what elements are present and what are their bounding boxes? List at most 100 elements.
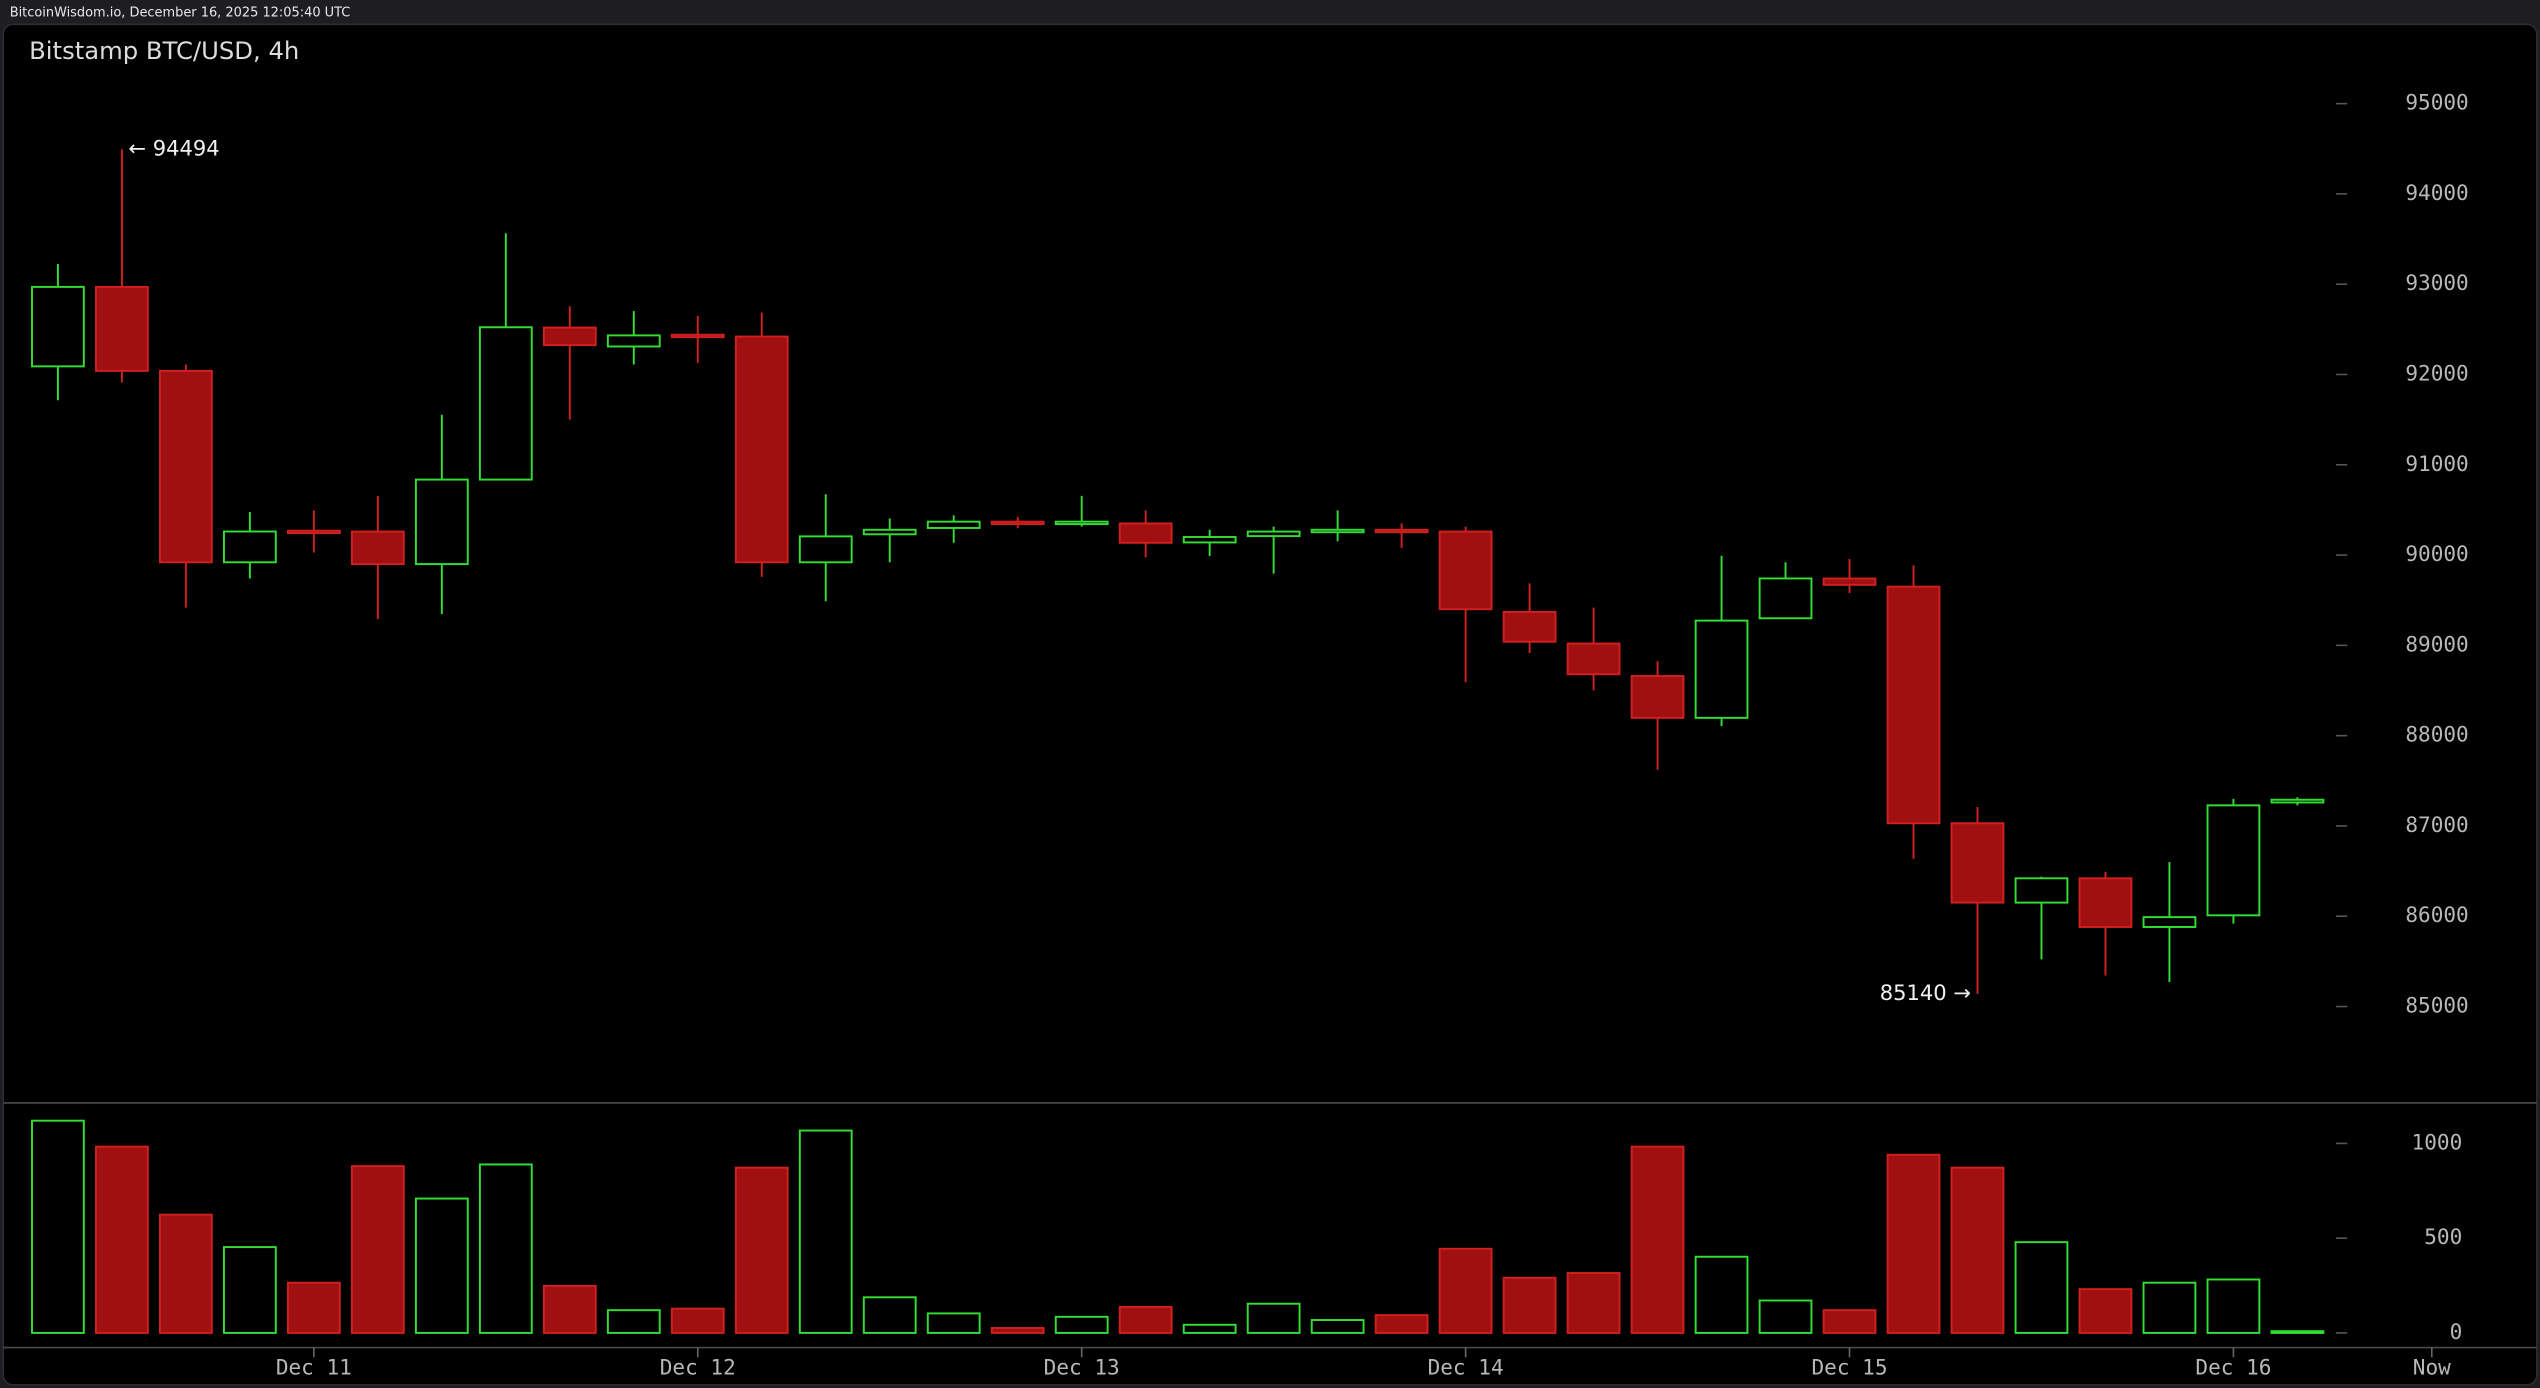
candle-body	[1950, 822, 2005, 904]
candle-body	[542, 326, 597, 347]
candle-body	[1374, 528, 1429, 534]
volume-bar	[1630, 1145, 1685, 1334]
y-tick-label: 85000	[2405, 993, 2468, 1018]
candle-body	[1182, 536, 1237, 544]
volume-bar	[990, 1327, 1045, 1334]
candle-body	[734, 335, 789, 564]
y-tick-label: 89000	[2405, 631, 2468, 656]
chart-title: Bitstamp BTC/USD, 4h	[29, 36, 299, 65]
volume-bar	[286, 1281, 341, 1334]
candle-body	[414, 478, 469, 566]
volume-bar	[926, 1312, 981, 1334]
volume-bar	[606, 1309, 661, 1334]
x-tick-label: Dec 13	[1044, 1355, 1120, 1380]
volume-bar	[542, 1284, 597, 1334]
volume-bar	[1694, 1255, 1749, 1334]
candle-body	[1694, 619, 1749, 719]
volume-bar	[31, 1119, 85, 1334]
volume-bar	[1950, 1166, 2005, 1334]
annotation: ← 94494	[128, 135, 219, 160]
volume-bar	[734, 1166, 789, 1334]
annotation: 85140 →	[1880, 980, 1971, 1005]
y-tick-label: 95000	[2405, 90, 2468, 115]
candle-body	[926, 520, 981, 529]
volume-bar	[350, 1165, 405, 1334]
volume-bar	[1758, 1299, 1813, 1334]
candle-body	[222, 530, 277, 564]
volume-bar	[2014, 1241, 2069, 1334]
y-tick-label: 91000	[2405, 451, 2468, 476]
candle-body	[350, 530, 405, 566]
candle-body	[1822, 577, 1877, 586]
volume-bar	[1118, 1305, 1173, 1334]
candle-body	[1054, 520, 1109, 526]
y-tick-label: 92000	[2405, 360, 2468, 385]
candle-body	[990, 520, 1045, 526]
candle-body	[1246, 530, 1301, 538]
volume-bar	[2270, 1330, 2325, 1334]
volume-bar	[1310, 1319, 1365, 1334]
candle-body	[2078, 877, 2133, 928]
volume-bar	[1566, 1272, 1621, 1334]
y-tick-label: 500	[2424, 1224, 2462, 1249]
volume-bar	[798, 1129, 853, 1334]
candle-body	[862, 528, 917, 536]
volume-bar	[2206, 1278, 2261, 1334]
y-tick-label: 93000	[2405, 270, 2468, 295]
candle-body	[670, 333, 725, 339]
candle-body	[1566, 642, 1621, 676]
volume-bar	[670, 1307, 725, 1334]
volume-bar	[414, 1197, 469, 1334]
candle-body	[158, 369, 213, 564]
candle-body	[1118, 522, 1173, 544]
volume-bar	[1438, 1247, 1493, 1334]
candle-body	[1310, 528, 1365, 534]
volume-bar	[862, 1296, 917, 1334]
x-tick-label: Now	[2413, 1355, 2451, 1380]
y-tick-label: 0	[2450, 1319, 2463, 1344]
volume-bar	[2142, 1281, 2197, 1334]
candle-body	[1630, 675, 1685, 719]
volume-bar	[2078, 1288, 2133, 1334]
volume-bar	[158, 1213, 213, 1334]
candle-body	[606, 334, 661, 348]
candle-body	[1758, 577, 1813, 620]
x-tick-label: Dec 11	[276, 1355, 352, 1380]
y-tick-label: 87000	[2405, 812, 2468, 837]
y-tick-label: 1000	[2412, 1129, 2463, 1154]
candle-body	[1502, 610, 1557, 643]
x-tick-label: Dec 12	[660, 1355, 736, 1380]
volume-bar	[478, 1163, 533, 1334]
candle-body	[2206, 804, 2261, 917]
x-tick-label: Dec 15	[1811, 1355, 1887, 1380]
volume-bar	[1822, 1309, 1877, 1334]
volume-bar	[1246, 1302, 1301, 1334]
volume-bar	[1054, 1315, 1109, 1334]
volume-bar	[1886, 1153, 1941, 1334]
panel	[2, 23, 2538, 1386]
volume-bar	[1182, 1323, 1237, 1334]
y-tick-label: 86000	[2405, 902, 2468, 927]
header: BitcoinWisdom.io, December 16, 2025 12:0…	[10, 5, 351, 20]
candle-body	[2142, 916, 2197, 928]
y-tick-label: 94000	[2405, 180, 2468, 205]
candle-body	[2014, 877, 2069, 904]
candle-body	[798, 535, 853, 564]
volume-bar	[1374, 1314, 1429, 1334]
volume-bar	[222, 1246, 277, 1334]
candle-body	[286, 529, 341, 535]
volume-bar	[95, 1145, 149, 1334]
volume-bar	[1502, 1276, 1557, 1334]
candle-body	[1886, 585, 1941, 825]
x-tick-label: Dec 14	[1428, 1355, 1504, 1380]
y-tick-label: 88000	[2405, 722, 2468, 747]
candle-body	[2270, 798, 2325, 804]
x-tick-label: Dec 16	[2195, 1355, 2271, 1380]
y-tick-label: 90000	[2405, 541, 2468, 566]
candle-body	[1438, 530, 1493, 611]
candle-body	[478, 326, 533, 481]
candle-body	[31, 285, 85, 368]
candle-body	[95, 285, 149, 372]
